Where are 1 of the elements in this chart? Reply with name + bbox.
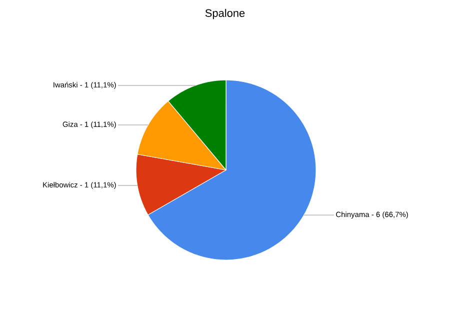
chart-title: Spalone: [205, 8, 245, 20]
